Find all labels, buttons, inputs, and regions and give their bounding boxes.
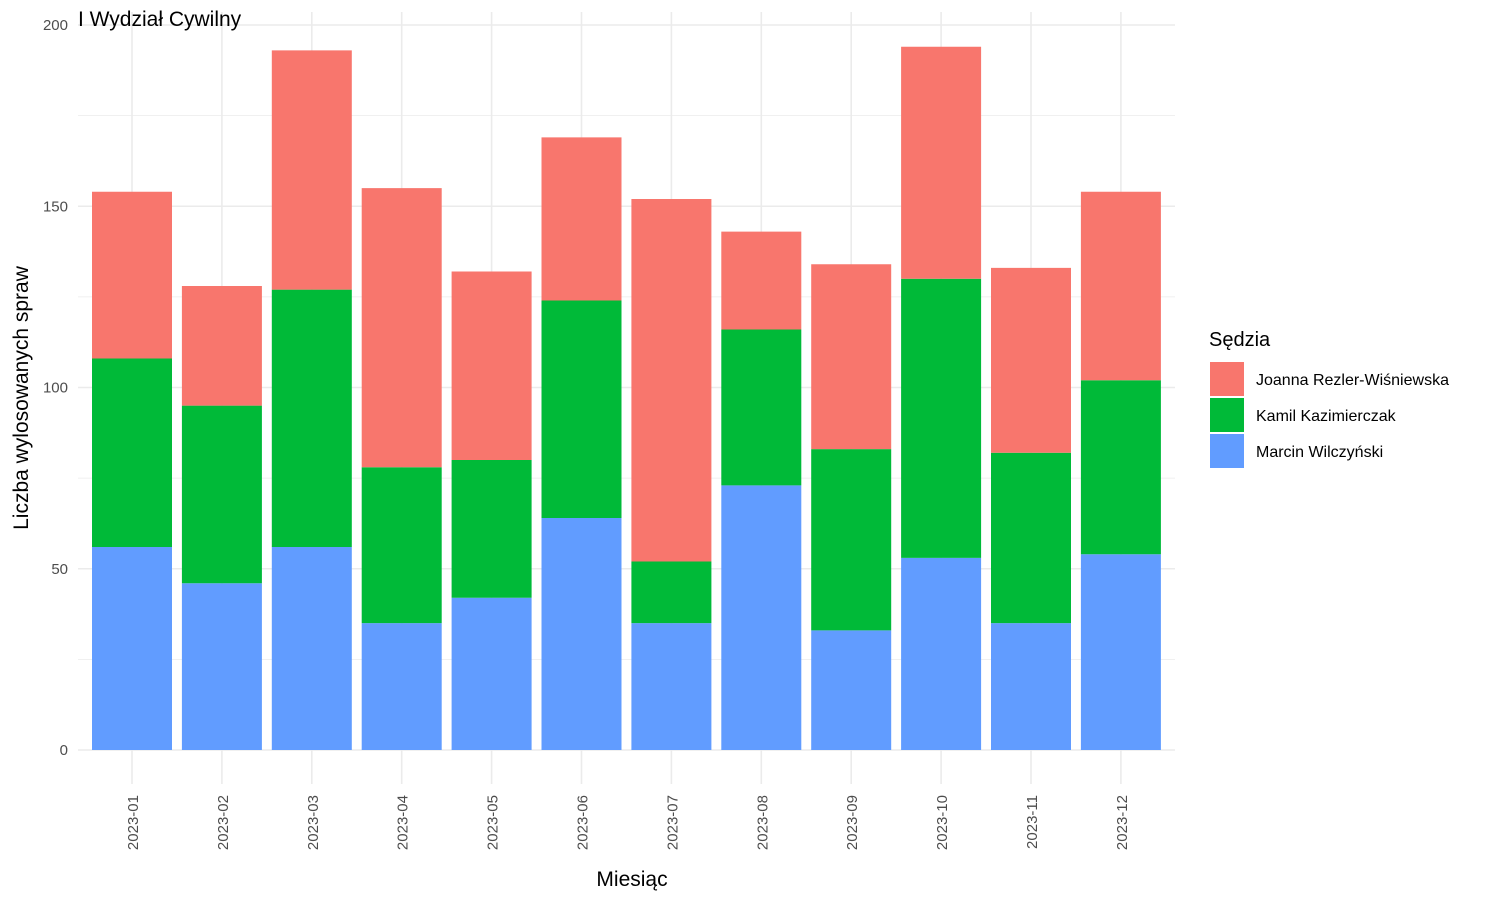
x-tick-label: 2023-09 <box>844 795 861 850</box>
bar-segment <box>451 597 532 750</box>
bar-segment <box>361 188 442 468</box>
bar-segment <box>92 358 172 547</box>
y-axis-title: Liczba wylosowanych spraw <box>10 265 33 530</box>
bar-segment <box>271 547 352 750</box>
bar-segment <box>721 231 802 330</box>
legend-label: Joanna Rezler-Wiśniewska <box>1256 372 1449 389</box>
chart-title: I Wydział Cywilny <box>78 8 242 31</box>
bar-segment <box>361 467 442 624</box>
x-tick-label: 2023-04 <box>395 795 412 850</box>
x-tick-label: 2023-08 <box>754 795 771 850</box>
x-tick-label: 2023-03 <box>305 795 322 850</box>
x-tick-label: 2023-10 <box>934 795 951 850</box>
bar-segment <box>541 137 622 301</box>
bar-segment <box>361 623 442 750</box>
bar-segment <box>901 557 982 750</box>
bar-segment <box>901 46 982 279</box>
bars <box>92 46 1161 750</box>
x-axis-ticks: 2023-01 2023-02 2023-03 2023-04 2023-05 2023-… <box>125 795 1131 850</box>
bar-segment <box>541 300 622 518</box>
x-tick-label: 2023-11 <box>1024 795 1041 849</box>
legend-label: Marcin Wilczyński <box>1256 444 1383 461</box>
x-tick-label: 2023-07 <box>664 795 681 850</box>
x-tick-label: 2023-06 <box>575 795 592 850</box>
bar-segment <box>901 278 982 558</box>
bar-segment <box>181 583 262 750</box>
bar-segment <box>271 289 352 547</box>
bar-segment <box>181 405 262 584</box>
y-tick-label: 100 <box>43 380 68 397</box>
bar-segment <box>631 623 712 750</box>
bar-segment <box>1080 191 1161 381</box>
bar-segment <box>721 329 802 486</box>
bar-segment <box>92 547 172 750</box>
bar-segment <box>721 485 802 750</box>
x-tick-label: 2023-01 <box>125 795 142 850</box>
bar-segment <box>631 199 712 562</box>
y-tick-label: 200 <box>43 17 68 34</box>
bar-segment <box>991 623 1071 750</box>
y-tick-label: 50 <box>51 561 68 578</box>
x-tick-label: 2023-12 <box>1114 795 1131 850</box>
bar-segment <box>811 630 892 750</box>
bar-segment <box>631 561 712 624</box>
bar-segment <box>451 271 532 460</box>
x-axis-title: Miesiąc <box>596 868 667 891</box>
bar-segment <box>991 452 1071 624</box>
y-tick-label: 150 <box>43 198 68 215</box>
bar-segment <box>271 50 352 290</box>
bar-segment <box>811 264 892 450</box>
y-tick-label: 0 <box>60 742 68 759</box>
bar-segment <box>1080 380 1161 555</box>
x-tick-label: 2023-05 <box>485 795 502 850</box>
y-axis-ticks: 0 50 100 150 200 <box>43 17 68 759</box>
x-tick-label: 2023-02 <box>215 795 232 850</box>
bar-segment <box>451 460 532 598</box>
legend-title: Sędzia <box>1209 329 1271 351</box>
legend-label: Kamil Kazimierczak <box>1256 408 1397 425</box>
legend-swatch <box>1210 362 1244 396</box>
bar-segment <box>92 191 172 359</box>
bar-segment <box>541 518 622 750</box>
legend-swatch <box>1210 398 1244 432</box>
bar-segment <box>811 449 892 631</box>
bar-segment <box>181 286 262 406</box>
legend-swatch <box>1210 434 1244 468</box>
bar-segment <box>1080 554 1161 750</box>
legend: Sędzia Joanna Rezler-Wiśniewska Kamil Kaz… <box>1209 329 1449 468</box>
bar-segment <box>991 267 1071 453</box>
